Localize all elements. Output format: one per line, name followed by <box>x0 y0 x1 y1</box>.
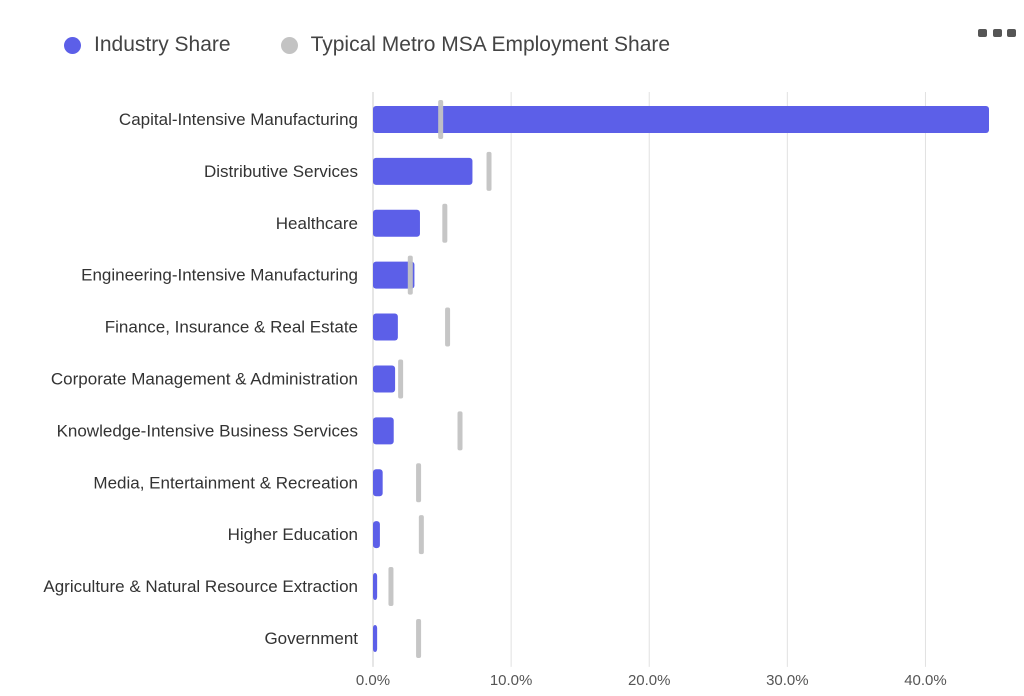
more-horizontal-icon <box>1007 29 1016 37</box>
industry-share-bar[interactable] <box>373 469 383 497</box>
typical-metro-share-marker[interactable] <box>486 151 492 191</box>
category-label: Engineering-Intensive Manufacturing <box>81 266 358 285</box>
typical-metro-share-marker[interactable] <box>438 99 444 139</box>
typical-metro-share-marker[interactable] <box>457 411 463 451</box>
industry-share-bar[interactable] <box>373 417 394 445</box>
typical-metro-share-marker[interactable] <box>388 567 394 607</box>
x-tick-label: 10.0% <box>490 672 533 689</box>
category-label: Media, Entertainment & Recreation <box>93 473 358 492</box>
typical-metro-share-marker[interactable] <box>416 618 422 658</box>
category-label: Corporate Management & Administration <box>51 369 358 388</box>
category-label: Knowledge-Intensive Business Services <box>57 421 358 440</box>
industry-share-bar[interactable] <box>373 573 378 601</box>
typical-metro-share-marker[interactable] <box>445 307 451 347</box>
industry-share-bar[interactable] <box>373 209 420 237</box>
industry-share-bar[interactable] <box>373 365 396 393</box>
x-tick-label: 40.0% <box>904 672 947 689</box>
typical-metro-share-marker[interactable] <box>407 255 413 295</box>
chart-legend: Industry Share Typical Metro MSA Employm… <box>64 28 720 62</box>
typical-metro-share-marker[interactable] <box>398 359 404 399</box>
category-label: Distributive Services <box>204 162 358 181</box>
typical-metro-share-marker[interactable] <box>418 515 424 555</box>
industry-share-bar[interactable] <box>373 521 380 549</box>
industry-share-bar[interactable] <box>373 157 473 185</box>
legend-label-industry-share: Industry Share <box>94 33 231 56</box>
industry-share-bar[interactable] <box>373 624 378 652</box>
category-label: Capital-Intensive Manufacturing <box>119 110 358 129</box>
legend-marker-typical-metro-msa <box>280 36 298 54</box>
more-horizontal-icon <box>978 29 987 37</box>
legend-item-industry-share[interactable]: Industry Share <box>64 33 231 57</box>
category-label: Government <box>264 629 358 648</box>
x-tick-label: 30.0% <box>766 672 809 689</box>
more-options-button[interactable] <box>978 26 1016 40</box>
legend-label-typical-metro-msa: Typical Metro MSA Employment Share <box>310 33 671 56</box>
category-label: Finance, Insurance & Real Estate <box>105 318 358 337</box>
category-label: Healthcare <box>276 214 358 233</box>
x-tick-label: 20.0% <box>628 672 671 689</box>
category-label: Agriculture & Natural Resource Extractio… <box>43 577 358 596</box>
legend-marker-industry-share <box>64 36 81 54</box>
industry-share-bar[interactable] <box>373 261 415 289</box>
typical-metro-share-marker[interactable] <box>442 203 448 243</box>
industry-share-bar[interactable] <box>373 313 398 341</box>
x-tick-label: 0.0% <box>356 672 390 689</box>
more-horizontal-icon <box>992 29 1002 37</box>
category-label: Higher Education <box>228 525 358 544</box>
industry-share-bar[interactable] <box>373 105 989 133</box>
legend-item-typical-metro-msa[interactable]: Typical Metro MSA Employment Share <box>280 33 671 57</box>
typical-metro-share-marker[interactable] <box>416 463 422 503</box>
